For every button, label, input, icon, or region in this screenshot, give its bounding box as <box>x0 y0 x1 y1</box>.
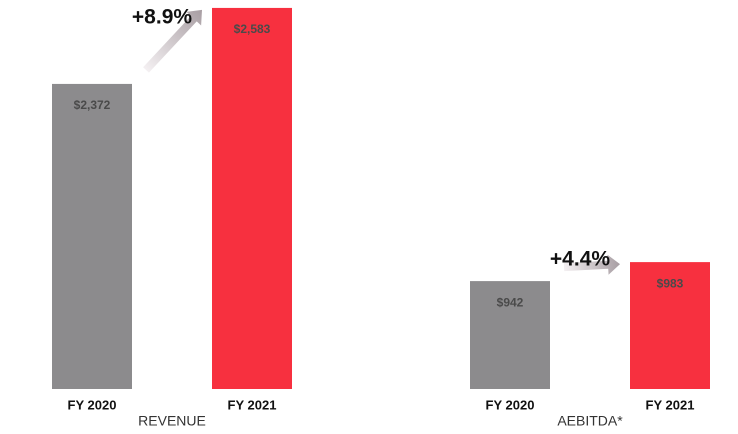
value-label: $983 <box>657 276 684 290</box>
arrow-shape <box>143 9 203 73</box>
bar <box>470 281 550 389</box>
value-label: $942 <box>497 295 524 309</box>
x-tick-label: FY 2020 <box>68 397 117 412</box>
growth-arrow <box>143 9 203 73</box>
value-label: $2,372 <box>74 98 111 112</box>
bar <box>212 7 292 390</box>
arrow-shape <box>563 254 620 275</box>
bar <box>630 262 710 389</box>
x-tick-label: FY 2021 <box>646 397 695 412</box>
x-tick-label: FY 2021 <box>228 397 277 412</box>
x-tick-label: FY 2020 <box>486 397 535 412</box>
bar <box>52 83 132 389</box>
value-label: $2,583 <box>234 22 271 36</box>
annotation: +4.4% <box>550 248 610 271</box>
growth-arrow <box>563 254 620 275</box>
annotation: +8.9% <box>132 5 192 28</box>
x-axis-label: REVENUE <box>138 413 206 429</box>
x-axis-label: AEBITDA* <box>557 413 623 429</box>
